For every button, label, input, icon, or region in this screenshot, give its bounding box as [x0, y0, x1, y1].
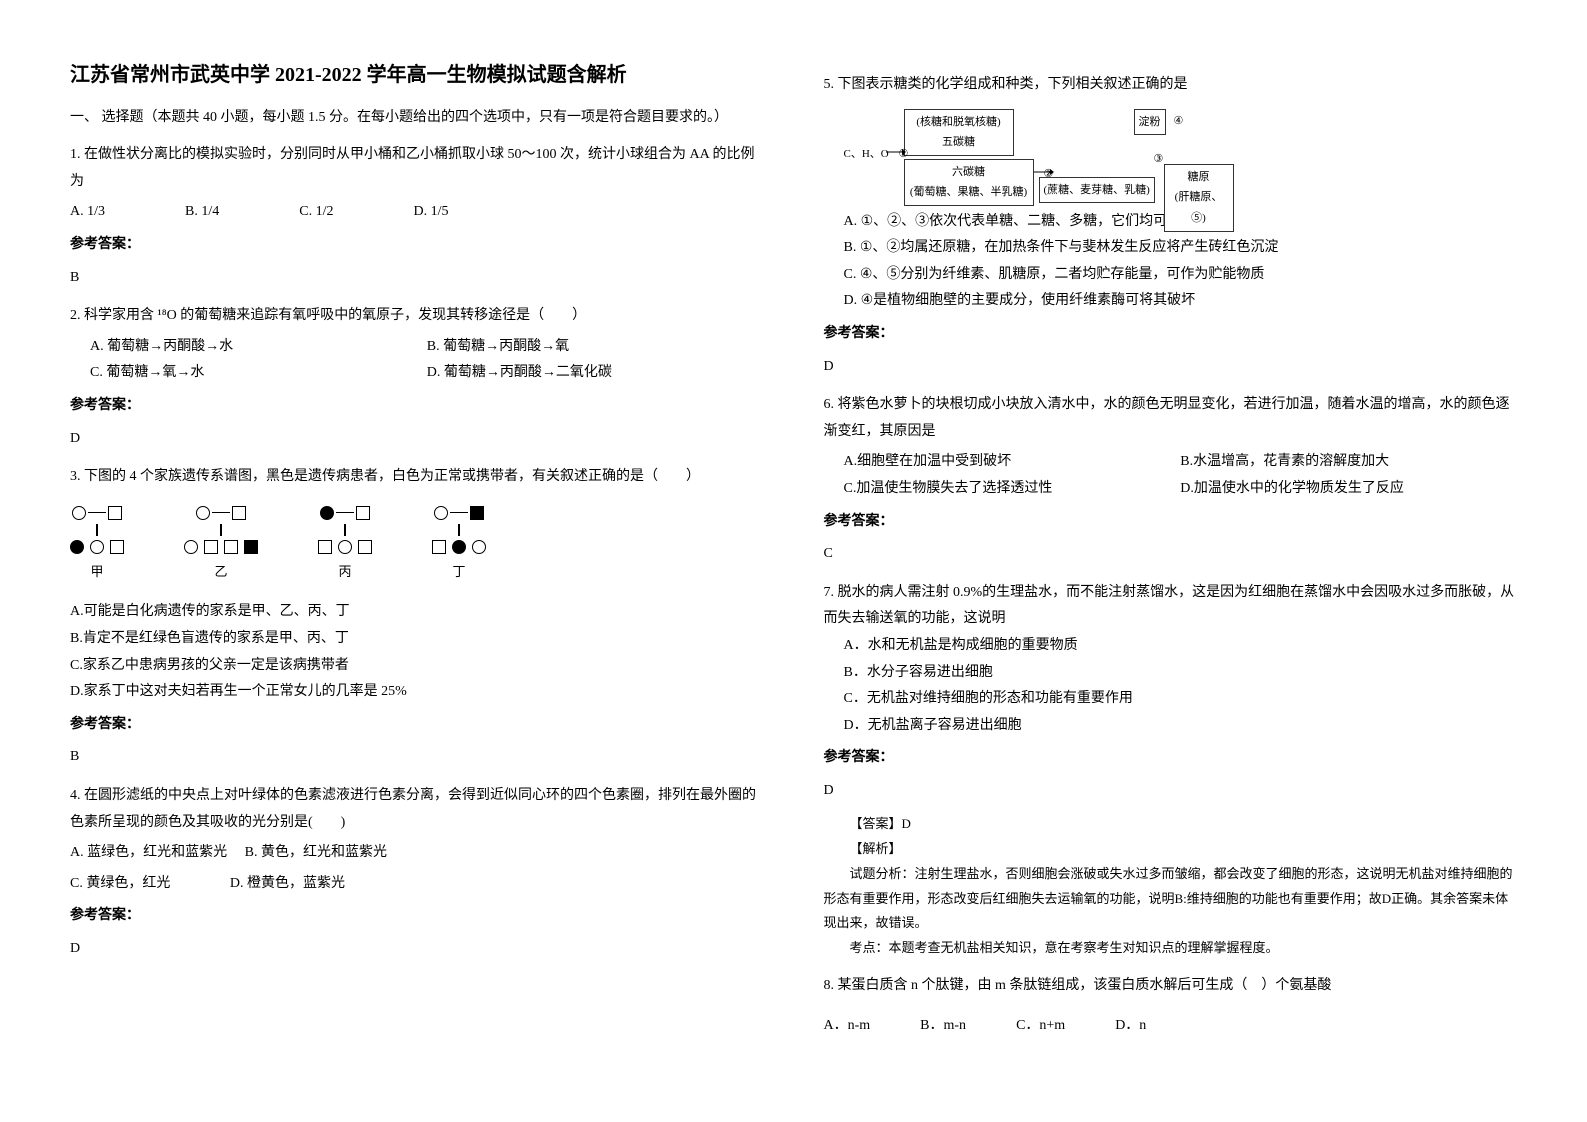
q6-opt-d: D.加温使水中的化学物质发生了反应 — [1180, 476, 1517, 503]
q6-options: A.细胞壁在加温中受到破坏 B.水温增高，花青素的溶解度加大 C.加温使生物膜失… — [844, 449, 1518, 502]
q7-opt-b: B．水分子容易进出细胞 — [844, 660, 1518, 687]
pedigree-jia: 甲 — [70, 506, 124, 585]
q7-explain-title2: 【解析】 — [824, 837, 1518, 862]
q8-opt-c: C．n+m — [1016, 1013, 1065, 1040]
q4-options2: C. 黄绿色，红光 D. 橙黄色，蓝紫光 — [70, 871, 764, 898]
dbox-disac: (蔗糖、麦芽糖、乳糖) — [1039, 177, 1155, 204]
q8-opt-d: D．n — [1115, 1013, 1146, 1040]
ped-label-jia: 甲 — [90, 560, 103, 585]
q2-opt-d: D. 葡萄糖→丙酮酸→二氧化碳 — [427, 360, 764, 387]
q2-answer: D — [70, 426, 764, 453]
question-2: 2. 科学家用含 ¹⁸O 的葡萄糖来追踪有氧呼吸中的氧原子，发现其转移途径是（ … — [70, 303, 764, 452]
question-7: 7. 脱水的病人需注射 0.9%的生理盐水，而不能注射蒸馏水，这是因为红细胞在蒸… — [824, 580, 1518, 961]
q3-text: 3. 下图的 4 个家族遗传系谱图，黑色是遗传病患者，白色为正常或携带者，有关叙… — [70, 464, 764, 491]
q5-opt-b: B. ①、②均属还原糖，在加热条件下与斐林发生反应将产生砖红色沉淀 — [844, 235, 1518, 262]
pedigree-ding: 丁 — [432, 506, 486, 585]
q4-opt-b: B. 黄色，红光和蓝紫光 — [245, 845, 387, 860]
q1-options: A. 1/3 B. 1/4 C. 1/2 D. 1/5 — [70, 199, 764, 226]
q8-text: 8. 某蛋白质含 n 个肽键，由 m 条肽链组成，该蛋白质水解后可生成（ ）个氨… — [824, 973, 1518, 1000]
q1-text: 1. 在做性状分离比的模拟实验时，分别同时从甲小桶和乙小桶抓取小球 50～100… — [70, 142, 764, 195]
question-5: 5. 下图表示糖类的化学组成和种类，下列相关叙述正确的是 (核糖和脱氧核糖)五碳… — [824, 72, 1518, 380]
q3-opt-a: A.可能是白化病遗传的家系是甲、乙、丙、丁 — [70, 599, 764, 626]
dlabel-n4: ④ — [1174, 111, 1184, 132]
section-heading: 一、 选择题（本题共 40 小题，每小题 1.5 分。在每小题给出的四个选项中，… — [70, 105, 764, 130]
q5-opt-c: C. ④、⑤分别为纤维素、肌糖原，二者均贮存能量，可作为贮能物质 — [844, 262, 1518, 289]
question-4: 4. 在圆形滤纸的中央点上对叶绿体的色素滤液进行色素分离，会得到近似同心环的四个… — [70, 783, 764, 963]
pedigree-diagrams: 甲 乙 丙 丁 — [70, 506, 764, 585]
question-6: 6. 将紫色水萝卜的块根切成小块放入清水中，水的颜色无明显变化，若进行加温，随着… — [824, 392, 1518, 568]
q7-opt-a: A．水和无机盐是构成细胞的重要物质 — [844, 633, 1518, 660]
q7-opt-d: D．无机盐离子容易进出细胞 — [844, 713, 1518, 740]
q5-text: 5. 下图表示糖类的化学组成和种类，下列相关叙述正确的是 — [824, 72, 1518, 99]
q4-answer: D — [70, 936, 764, 963]
dlabel-n3: ③ — [1154, 149, 1164, 170]
q6-text: 6. 将紫色水萝卜的块根切成小块放入清水中，水的颜色无明显变化，若进行加温，随着… — [824, 392, 1518, 445]
q4-options: A. 蓝绿色，红光和蓝紫光 B. 黄色，红光和蓝紫光 — [70, 840, 764, 867]
q7-explain-body: 试题分析：注射生理盐水，否则细胞会涨破或失水过多而皱缩，都会改变了细胞的形态，这… — [824, 862, 1518, 936]
q8-options: A．n-m B．m-n C．n+m D．n — [824, 1013, 1518, 1040]
q3-opt-b: B.肯定不是红绿色盲遗传的家系是甲、丙、丁 — [70, 626, 764, 653]
ped-label-bing: 丙 — [338, 560, 351, 585]
q8-opt-b: B．m-n — [920, 1013, 966, 1040]
question-1: 1. 在做性状分离比的模拟实验时，分别同时从甲小桶和乙小桶抓取小球 50～100… — [70, 142, 764, 291]
pedigree-bing: 丙 — [318, 506, 372, 585]
q6-answer-label: 参考答案： — [824, 509, 1518, 536]
dlabel-cho: C、H、O — [844, 144, 889, 165]
pedigree-yi: 乙 — [184, 506, 258, 585]
q2-opt-b: B. 葡萄糖→丙酮酸→氧 — [427, 334, 764, 361]
q2-opt-c: C. 葡萄糖→氧→水 — [90, 360, 427, 387]
q6-opt-c: C.加温使生物膜失去了选择透过性 — [844, 476, 1181, 503]
q4-opt-c: C. 黄绿色，红光 — [70, 876, 170, 891]
q4-text: 4. 在圆形滤纸的中央点上对叶绿体的色素滤液进行色素分离，会得到近似同心环的四个… — [70, 783, 764, 836]
q4-opt-a: A. 蓝绿色，红光和蓝紫光 — [70, 845, 227, 860]
q6-opt-a: A.细胞壁在加温中受到破坏 — [844, 449, 1181, 476]
q3-answer: B — [70, 744, 764, 771]
q7-text: 7. 脱水的病人需注射 0.9%的生理盐水，而不能注射蒸馏水，这是因为红细胞在蒸… — [824, 580, 1518, 633]
q2-options: A. 葡萄糖→丙酮酸→水 B. 葡萄糖→丙酮酸→氧 C. 葡萄糖→氧→水 D. … — [90, 334, 764, 387]
q5-answer: D — [824, 354, 1518, 381]
q4-answer-label: 参考答案： — [70, 903, 764, 930]
q6-opt-b: B.水温增高，花青素的溶解度加大 — [1180, 449, 1517, 476]
question-3: 3. 下图的 4 个家族遗传系谱图，黑色是遗传病患者，白色为正常或携带者，有关叙… — [70, 464, 764, 771]
page-title: 江苏省常州市武英中学 2021-2022 学年高一生物模拟试题含解析 — [70, 60, 764, 90]
q2-opt-a: A. 葡萄糖→丙酮酸→水 — [90, 334, 427, 361]
dbox-starch: 淀粉 — [1134, 109, 1166, 136]
q6-answer: C — [824, 541, 1518, 568]
ped-label-yi: 乙 — [214, 560, 227, 585]
q1-opt-a: A. 1/3 — [70, 199, 105, 226]
q5-answer-label: 参考答案： — [824, 321, 1518, 348]
right-column: 5. 下图表示糖类的化学组成和种类，下列相关叙述正确的是 (核糖和脱氧核糖)五碳… — [794, 60, 1548, 1062]
q3-opt-d: D.家系丁中这对夫妇若再生一个正常女儿的几率是 25% — [70, 679, 764, 706]
q2-text: 2. 科学家用含 ¹⁸O 的葡萄糖来追踪有氧呼吸中的氧原子，发现其转移途径是（ … — [70, 303, 764, 330]
q7-answer: D — [824, 778, 1518, 805]
q7-explain: 【答案】D 【解析】 试题分析：注射生理盐水，否则细胞会涨破或失水过多而皱缩，都… — [824, 812, 1518, 960]
ped-label-ding: 丁 — [452, 560, 465, 585]
q1-answer-label: 参考答案： — [70, 232, 764, 259]
q5-opt-d: D. ④是植物细胞壁的主要成分，使用纤维素酶可将其破坏 — [844, 288, 1518, 315]
q3-answer-label: 参考答案： — [70, 712, 764, 739]
q7-opt-c: C．无机盐对维持细胞的形态和功能有重要作用 — [844, 686, 1518, 713]
q3-opt-c: C.家系乙中患病男孩的父亲一定是该病携带者 — [70, 653, 764, 680]
dbox-hexose: 六碳糖(葡萄糖、果糖、半乳糖) — [904, 159, 1034, 207]
q1-answer: B — [70, 265, 764, 292]
q1-opt-b: B. 1/4 — [185, 199, 219, 226]
q1-opt-c: C. 1/2 — [299, 199, 333, 226]
q1-opt-d: D. 1/5 — [413, 199, 448, 226]
q8-opt-a: A．n-m — [824, 1013, 871, 1040]
q2-answer-label: 参考答案： — [70, 393, 764, 420]
dbox-pentose: (核糖和脱氧核糖)五碳糖 — [904, 109, 1014, 157]
dbox-glycogen: 糖原(肝糖原、⑤) — [1164, 164, 1234, 233]
q7-explain-title: 【答案】D — [824, 812, 1518, 837]
sugar-diagram: (核糖和脱氧核糖)五碳糖 C、H、O ① 六碳糖(葡萄糖、果糖、半乳糖) ② (… — [844, 109, 1224, 199]
left-column: 江苏省常州市武英中学 2021-2022 学年高一生物模拟试题含解析 一、 选择… — [40, 60, 794, 1062]
q4-opt-d: D. 橙黄色，蓝紫光 — [230, 876, 345, 891]
question-8: 8. 某蛋白质含 n 个肽键，由 m 条肽链组成，该蛋白质水解后可生成（ ）个氨… — [824, 973, 1518, 1040]
q7-answer-label: 参考答案： — [824, 745, 1518, 772]
q7-explain-body2: 考点：本题考查无机盐相关知识，意在考察考生对知识点的理解掌握程度。 — [824, 936, 1518, 961]
